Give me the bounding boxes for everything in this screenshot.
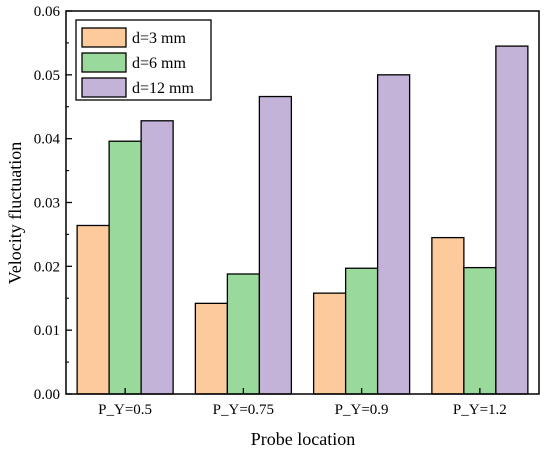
x-tick-label: P_Y=0.5 xyxy=(98,402,152,418)
y-tick-label: 0.02 xyxy=(34,259,60,275)
bar-1-1 xyxy=(76,224,110,395)
bar-2-1 xyxy=(108,140,142,395)
bars-layer xyxy=(76,45,529,395)
y-tick-label: 0.01 xyxy=(34,323,60,339)
y-tick-label: 0.03 xyxy=(34,196,60,212)
bar-1-3 xyxy=(312,292,347,395)
bar-2-2 xyxy=(226,273,261,395)
legend-label-2: d=6 mm xyxy=(132,55,186,72)
axes-layer: 0.00 0.01 0.02 0.03 0.04 0.05 0.06 P_Y=0.5 P_Y=0… xyxy=(34,4,540,418)
bar-2-4 xyxy=(463,266,497,395)
y-tick-label: 0.00 xyxy=(34,387,60,403)
y-tick-label: 0.04 xyxy=(34,132,61,148)
bar-3-3 xyxy=(376,74,411,395)
bar-3-2 xyxy=(258,95,293,395)
x-tick-label: P_Y=1.2 xyxy=(453,402,507,418)
y-tick-label: 0.06 xyxy=(34,4,61,20)
x-tick-label: P_Y=0.9 xyxy=(335,402,389,418)
bar-1-2 xyxy=(194,302,229,395)
bar-1-4 xyxy=(431,236,465,395)
bar-3-1 xyxy=(140,120,174,395)
bar-3-4 xyxy=(495,45,529,395)
legend-swatch-3 xyxy=(81,77,127,98)
x-tick-label: P_Y=0.75 xyxy=(213,402,274,418)
x-axis-title: Probe location xyxy=(251,429,355,449)
legend-label-3: d=12 mm xyxy=(132,80,194,97)
legend-swatch-2 xyxy=(81,52,127,73)
legend-label-1: d=3 mm xyxy=(132,30,186,47)
y-axis-title: Velocity fluctuation xyxy=(5,142,25,284)
legend: d=3 mm d=6 mm d=12 mm xyxy=(75,19,212,101)
bar-2-3 xyxy=(344,267,379,395)
y-tick-label: 0.05 xyxy=(34,68,60,84)
legend-swatch-1 xyxy=(81,27,127,48)
